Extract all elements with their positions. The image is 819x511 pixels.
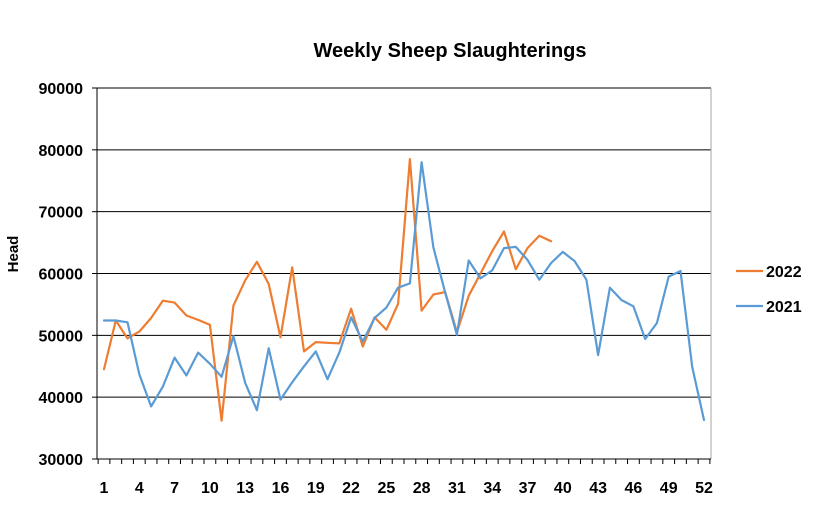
y-tick-labels: 30000 40000 50000 60000 70000 80000 90000 (39, 81, 84, 469)
legend-label-2022: 2022 (766, 264, 802, 281)
gridlines (97, 87, 711, 398)
series-line-2022 (102, 158, 553, 422)
y-tick-label: 90000 (39, 81, 84, 98)
y-tick-label: 50000 (39, 328, 84, 345)
y-tick-label: 40000 (39, 390, 84, 407)
x-tick-label: 25 (377, 480, 395, 497)
x-tick-label: 13 (236, 480, 254, 497)
y-tick-label: 60000 (39, 267, 84, 284)
series-lines (102, 158, 706, 422)
x-tick-label: 31 (448, 480, 466, 497)
series-line-2021 (102, 161, 706, 422)
legend: 2022 2021 (736, 264, 802, 316)
x-tick-label: 10 (201, 480, 219, 497)
x-tick-label: 37 (519, 480, 537, 497)
x-tick-label: 40 (554, 480, 572, 497)
x-tick-label: 52 (695, 480, 713, 497)
y-tick-label: 70000 (39, 205, 84, 222)
x-tick-label: 49 (660, 480, 678, 497)
x-tick-label: 19 (307, 480, 325, 497)
axes (92, 87, 712, 464)
legend-label-2021: 2021 (766, 299, 802, 316)
x-tick-label: 7 (170, 480, 179, 497)
x-tick-label: 22 (342, 480, 360, 497)
x-tick-label: 1 (100, 480, 109, 497)
chart-title: Weekly Sheep Slaughterings (313, 40, 586, 62)
y-axis-label: Head (5, 236, 22, 273)
y-tick-label: 30000 (39, 452, 84, 469)
x-tick-labels: 1 4 7 10 13 16 19 22 25 28 31 34 37 40 43 46 49 52 (100, 480, 713, 497)
x-tick-label: 43 (589, 480, 607, 497)
x-tick-label: 46 (625, 480, 643, 497)
x-tick-label: 4 (135, 480, 144, 497)
x-tick-label: 28 (413, 480, 431, 497)
x-tick-label: 16 (272, 480, 290, 497)
y-tick-label: 80000 (39, 143, 84, 160)
x-tick-label: 34 (483, 480, 501, 497)
